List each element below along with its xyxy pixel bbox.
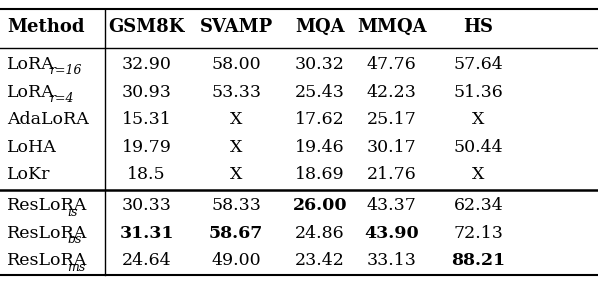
Text: 51.36: 51.36: [453, 84, 504, 101]
Text: X: X: [230, 138, 242, 156]
Text: 58.67: 58.67: [209, 225, 263, 242]
Text: 57.64: 57.64: [453, 56, 504, 73]
Text: Method: Method: [7, 18, 85, 36]
Text: LoRA: LoRA: [7, 56, 55, 73]
Text: AdaLoRA: AdaLoRA: [7, 111, 89, 128]
Text: X: X: [472, 111, 484, 128]
Text: 19.46: 19.46: [295, 138, 344, 156]
Text: 50.44: 50.44: [454, 138, 503, 156]
Text: 21.76: 21.76: [367, 166, 417, 183]
Text: r=16: r=16: [49, 64, 81, 78]
Text: is: is: [67, 206, 77, 219]
Text: X: X: [472, 166, 484, 183]
Text: 31.31: 31.31: [119, 225, 174, 242]
Text: 49.00: 49.00: [212, 252, 261, 269]
Text: bs: bs: [67, 233, 81, 246]
Text: LoKr: LoKr: [7, 166, 51, 183]
Text: 18.5: 18.5: [127, 166, 166, 183]
Text: LoRA: LoRA: [7, 84, 55, 101]
Text: MQA: MQA: [295, 18, 344, 36]
Text: 25.17: 25.17: [367, 111, 417, 128]
Text: 58.33: 58.33: [211, 197, 261, 214]
Text: 30.17: 30.17: [367, 138, 417, 156]
Text: ResLoRA: ResLoRA: [7, 252, 87, 269]
Text: 15.31: 15.31: [121, 111, 172, 128]
Text: 88.21: 88.21: [451, 252, 505, 269]
Text: 30.32: 30.32: [295, 56, 345, 73]
Text: 19.79: 19.79: [121, 138, 172, 156]
Text: ms: ms: [67, 261, 86, 274]
Text: 24.64: 24.64: [122, 252, 171, 269]
Text: 30.33: 30.33: [121, 197, 172, 214]
Text: X: X: [230, 166, 242, 183]
Text: LoHA: LoHA: [7, 138, 57, 156]
Text: GSM8K: GSM8K: [108, 18, 185, 36]
Text: 18.69: 18.69: [295, 166, 344, 183]
Text: X: X: [230, 111, 242, 128]
Text: MMQA: MMQA: [357, 18, 426, 36]
Text: HS: HS: [463, 18, 493, 36]
Text: 42.23: 42.23: [367, 84, 417, 101]
Text: ResLoRA: ResLoRA: [7, 225, 87, 242]
Text: 30.93: 30.93: [121, 84, 172, 101]
Text: 72.13: 72.13: [453, 225, 504, 242]
Text: 58.00: 58.00: [212, 56, 261, 73]
Text: 33.13: 33.13: [367, 252, 417, 269]
Text: 17.62: 17.62: [295, 111, 345, 128]
Text: 47.76: 47.76: [367, 56, 417, 73]
Text: SVAMP: SVAMP: [200, 18, 273, 36]
Text: 25.43: 25.43: [295, 84, 345, 101]
Text: 43.90: 43.90: [364, 225, 419, 242]
Text: 24.86: 24.86: [295, 225, 344, 242]
Text: 23.42: 23.42: [295, 252, 345, 269]
Text: 53.33: 53.33: [211, 84, 261, 101]
Text: r=4: r=4: [49, 92, 74, 105]
Text: 62.34: 62.34: [453, 197, 504, 214]
Text: 32.90: 32.90: [121, 56, 172, 73]
Text: 26.00: 26.00: [292, 197, 347, 214]
Text: ResLoRA: ResLoRA: [7, 197, 87, 214]
Text: 43.37: 43.37: [367, 197, 417, 214]
